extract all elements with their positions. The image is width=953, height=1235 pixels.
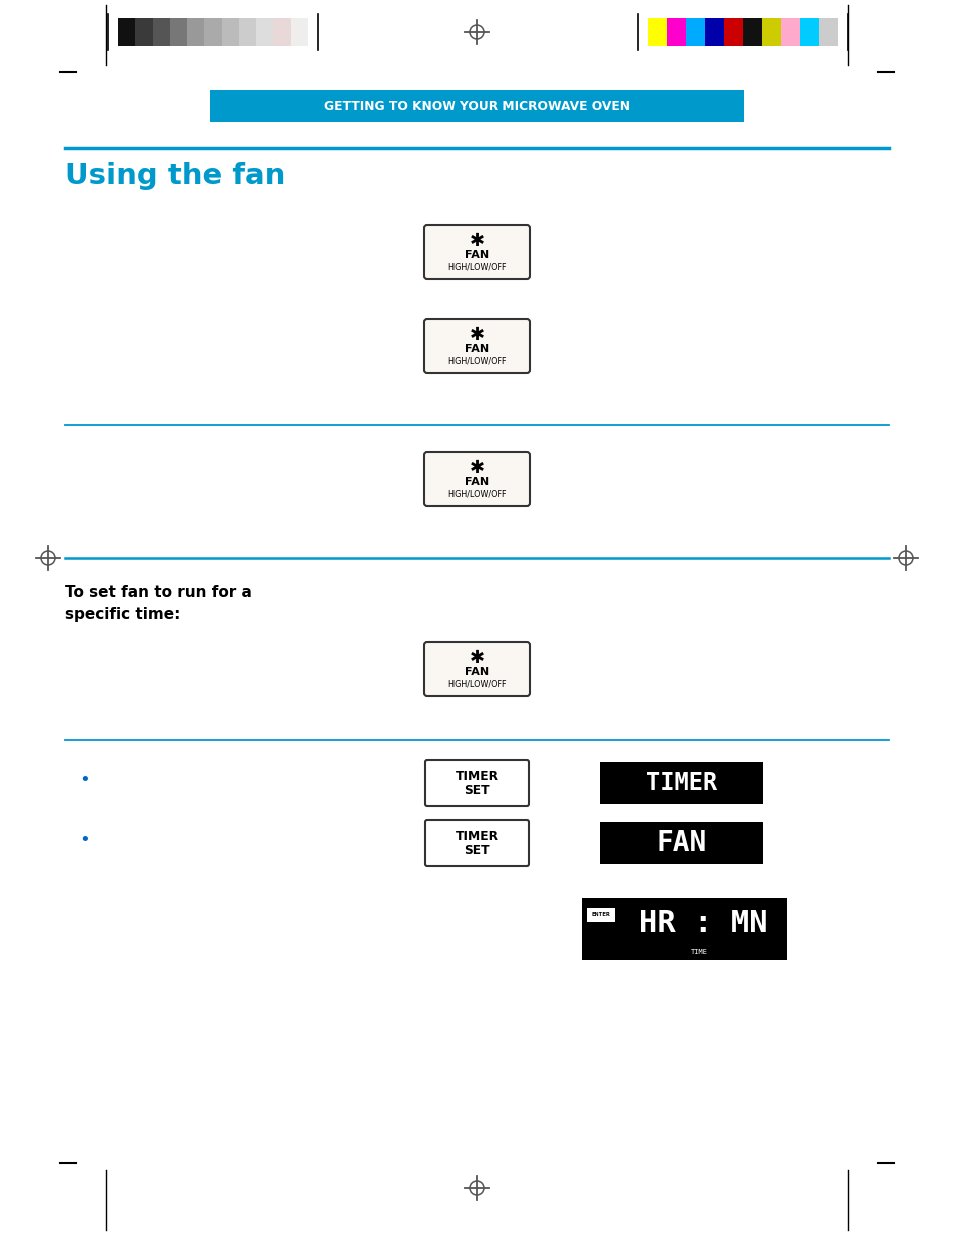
Bar [599, 762, 762, 804]
Text: SET: SET [464, 784, 489, 798]
Bar [210, 90, 743, 122]
Text: ENTER: ENTER [591, 913, 610, 918]
Text: FAN: FAN [464, 345, 489, 354]
Bar [647, 19, 666, 46]
Bar [291, 19, 308, 46]
Text: To set fan to run for a: To set fan to run for a [65, 585, 252, 600]
Bar [581, 898, 786, 960]
FancyBboxPatch shape [423, 452, 530, 506]
Bar [152, 19, 170, 46]
Bar [135, 19, 152, 46]
Bar [118, 19, 135, 46]
Bar [742, 19, 761, 46]
FancyBboxPatch shape [424, 820, 529, 866]
Text: FAN: FAN [656, 829, 706, 857]
Text: Using the fan: Using the fan [65, 162, 285, 190]
Bar [723, 19, 742, 46]
Bar [666, 19, 685, 46]
Text: HIGH/LOW/OFF: HIGH/LOW/OFF [447, 357, 506, 366]
Bar [274, 19, 291, 46]
Bar [170, 19, 187, 46]
Text: HIGH/LOW/OFF: HIGH/LOW/OFF [447, 679, 506, 688]
Text: HIGH/LOW/OFF: HIGH/LOW/OFF [447, 489, 506, 499]
Bar [800, 19, 818, 46]
Text: specific time:: specific time: [65, 606, 180, 622]
Text: •: • [79, 831, 91, 848]
Bar [238, 19, 256, 46]
FancyBboxPatch shape [423, 642, 530, 697]
Text: HR : MN: HR : MN [639, 909, 767, 939]
Bar [818, 19, 837, 46]
Bar [685, 19, 704, 46]
Text: GETTING TO KNOW YOUR MICROWAVE OVEN: GETTING TO KNOW YOUR MICROWAVE OVEN [324, 100, 629, 112]
Bar [221, 19, 238, 46]
Text: TIMER: TIMER [455, 771, 498, 783]
Text: TIMER: TIMER [645, 771, 717, 795]
Bar [599, 823, 762, 864]
Bar [204, 19, 221, 46]
Text: FAN: FAN [464, 667, 489, 677]
Text: ✱: ✱ [469, 650, 484, 667]
Text: FAN: FAN [464, 249, 489, 261]
FancyBboxPatch shape [423, 225, 530, 279]
Text: TIME: TIME [690, 948, 707, 955]
Bar [187, 19, 204, 46]
Bar [586, 908, 615, 923]
Text: SET: SET [464, 845, 489, 857]
Text: TIMER: TIMER [455, 830, 498, 844]
FancyBboxPatch shape [424, 760, 529, 806]
Bar [781, 19, 800, 46]
Text: FAN: FAN [464, 477, 489, 487]
Text: ✱: ✱ [469, 459, 484, 477]
Text: ✱: ✱ [469, 232, 484, 249]
FancyBboxPatch shape [423, 319, 530, 373]
Bar [704, 19, 723, 46]
Text: ✱: ✱ [469, 326, 484, 345]
Text: HIGH/LOW/OFF: HIGH/LOW/OFF [447, 263, 506, 272]
Text: •: • [79, 771, 91, 789]
Bar [256, 19, 274, 46]
Bar [761, 19, 781, 46]
